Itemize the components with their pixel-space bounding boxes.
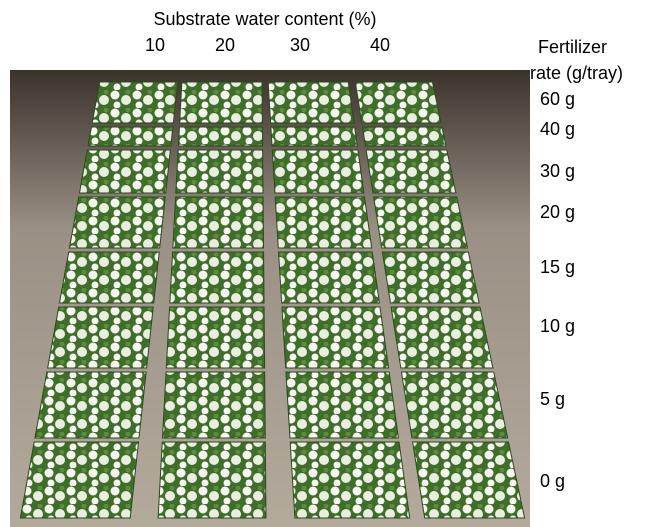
row-label: 15 g	[540, 257, 575, 277]
row-label: 30 g	[540, 161, 575, 181]
tray	[278, 251, 380, 304]
tray	[68, 196, 166, 249]
column-label: 30	[290, 35, 310, 55]
tray	[390, 306, 494, 369]
tray	[400, 371, 509, 439]
tray	[165, 306, 266, 369]
column-label: 20	[215, 35, 235, 55]
tray	[179, 81, 263, 124]
row-label: 10 g	[540, 316, 575, 336]
tray	[87, 126, 174, 147]
tray	[270, 126, 358, 147]
tray	[381, 251, 480, 304]
tray	[285, 371, 400, 439]
tray	[354, 81, 442, 124]
side-title: rate (g/tray)	[530, 63, 623, 83]
tray	[58, 251, 160, 304]
column-label: 10	[145, 35, 165, 55]
tray	[78, 149, 171, 194]
tray	[161, 371, 266, 439]
tray	[361, 126, 447, 147]
tray	[19, 441, 140, 519]
tray	[47, 306, 154, 369]
tray	[175, 149, 264, 194]
tray	[281, 306, 390, 369]
side-title: Fertilizer	[538, 37, 607, 57]
row-label: 20 g	[540, 202, 575, 222]
photo-trays	[19, 81, 526, 519]
tray	[267, 81, 355, 124]
tray	[289, 441, 411, 519]
tray	[373, 196, 469, 249]
row-label: 60 g	[540, 89, 575, 109]
tray	[172, 196, 265, 249]
row-label: 0 g	[540, 471, 565, 491]
column-label: 40	[370, 35, 390, 55]
row-label: 5 g	[540, 389, 565, 409]
tray	[177, 126, 264, 147]
tray	[169, 251, 265, 304]
row-label: 40 g	[540, 119, 575, 139]
tray	[365, 149, 457, 194]
tray	[274, 196, 373, 249]
header-title: Substrate water content (%)	[153, 9, 376, 29]
tray	[157, 441, 267, 519]
tray	[271, 149, 365, 194]
tray	[34, 371, 147, 439]
tray	[91, 81, 179, 124]
tray	[412, 441, 526, 519]
